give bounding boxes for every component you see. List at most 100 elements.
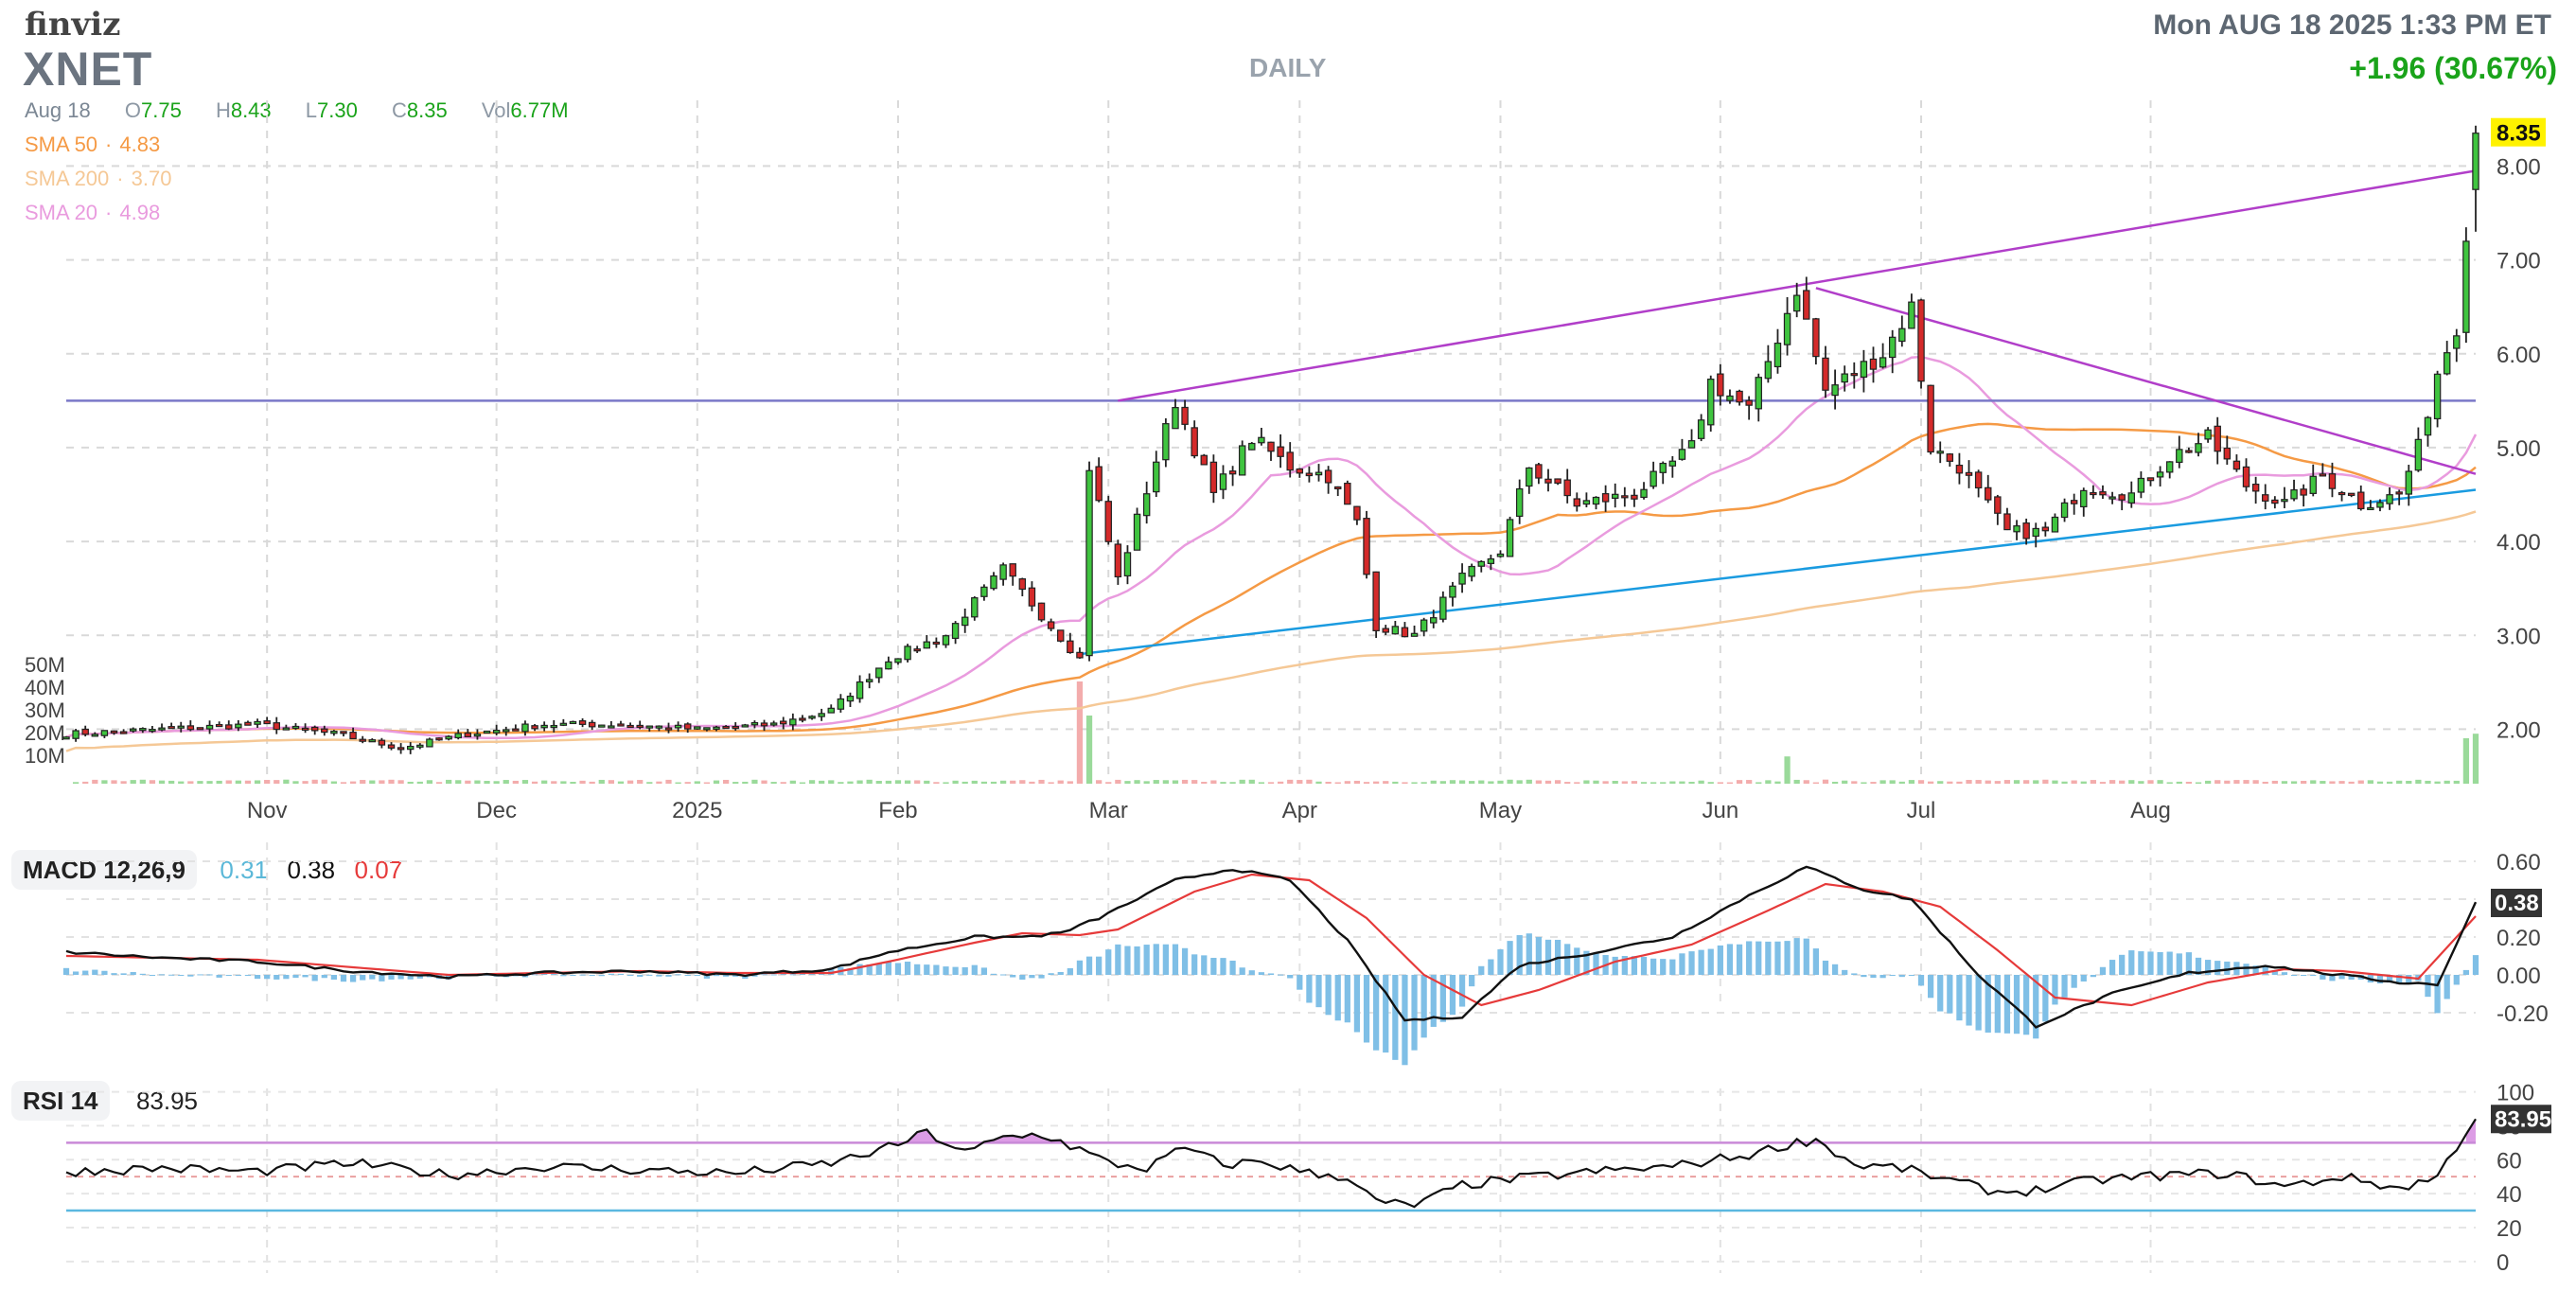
macd-axis-label: 0.20 [2497, 926, 2541, 951]
candle-body [2300, 488, 2307, 496]
volume-bar [1526, 779, 1532, 784]
macd-histogram-bar [1612, 956, 1618, 975]
candle-body [636, 724, 644, 729]
legend-sma50-value: 4.83 [119, 133, 161, 156]
candle-body [512, 728, 520, 732]
volume-bar [426, 780, 433, 784]
volume-bar [2042, 779, 2049, 784]
macd-histogram-bar [1507, 941, 1513, 975]
volume-bar [1583, 780, 1590, 784]
open-label: O [124, 98, 141, 122]
macd-histogram-bar [2224, 961, 2231, 975]
candle-body [2262, 494, 2269, 502]
macd-histogram-bar [197, 974, 203, 976]
candle-body [62, 736, 70, 740]
volume-bar [999, 780, 1007, 784]
volume-bar [330, 781, 338, 784]
candle-body [397, 747, 405, 751]
volume-bar [2310, 780, 2317, 784]
macd-histogram-bar [379, 975, 385, 982]
sma200-line [65, 510, 2477, 752]
legend-sma50[interactable]: SMA 50 · 4.83 [25, 133, 161, 156]
month-label: Mar [1089, 798, 1128, 823]
legend-sma200[interactable]: SMA 200 · 3.70 [25, 167, 172, 190]
legend-sma200-value: 3.70 [131, 167, 172, 190]
candle-body [1324, 469, 1332, 484]
candle-body [521, 723, 529, 733]
macd-histogram-bar [1201, 955, 1208, 975]
macd-histogram-bar [866, 964, 873, 975]
price-axis-label: 4.00 [2497, 530, 2541, 556]
macd-histogram-bar [1258, 972, 1265, 975]
candle-body [1153, 461, 1160, 493]
finviz-logo[interactable]: finviz [25, 6, 121, 44]
macd-histogram-bar [924, 964, 930, 975]
candle-body [1238, 445, 1246, 476]
macd-histogram-bar [1889, 975, 1896, 976]
volume-bar [971, 780, 978, 784]
macd-histogram-bar [1583, 950, 1590, 975]
candle-body [1544, 478, 1552, 484]
volume-bar [111, 780, 117, 784]
candle-body [1277, 446, 1284, 457]
macd-histogram-bar [1010, 975, 1016, 978]
volume-bar [521, 780, 529, 784]
volume-bar [570, 782, 576, 784]
macd-histogram-bar [1621, 956, 1628, 975]
macd-histogram-bar [1096, 956, 1103, 975]
volume-bar [617, 781, 625, 784]
candle-body [426, 738, 433, 748]
volume-bar [1430, 780, 1437, 784]
volume-bar [1621, 781, 1628, 784]
legend-sma20[interactable]: SMA 20 · 4.98 [25, 201, 161, 224]
macd-histogram-bar [2204, 960, 2212, 975]
macd-histogram-bar [2396, 975, 2403, 984]
candle-body [1526, 467, 1533, 487]
macd-histogram-bar [254, 975, 261, 980]
macd-histogram-bar [1803, 938, 1809, 975]
volume-bar [885, 780, 891, 784]
candle-body [2156, 471, 2164, 478]
macd-histogram-bar [1793, 938, 1800, 975]
candle-body [578, 720, 587, 725]
candle-body [1468, 565, 1475, 577]
volume-bar [446, 779, 452, 784]
macd-histogram-bar [302, 975, 309, 978]
volume-bar [2396, 780, 2403, 784]
macd-histogram-bar [1822, 960, 1829, 975]
candle-body [1554, 478, 1561, 485]
candle-body [1621, 495, 1629, 499]
volume-bar [2434, 781, 2441, 784]
macd-histogram-bar [2119, 954, 2126, 975]
candle-body [1936, 451, 1944, 454]
volume-bar [82, 781, 89, 784]
macd-histogram-bar [2080, 975, 2087, 982]
candle-body [961, 616, 969, 627]
volume-bar [2472, 734, 2479, 784]
macd-histogram-bar [1458, 975, 1466, 1007]
candle-body [626, 724, 634, 729]
volume-bar [2290, 781, 2298, 784]
volume-axis-label: 30M [25, 699, 65, 722]
macd-histogram-bar [1449, 975, 1456, 1016]
volume-bar [1507, 779, 1513, 784]
volume-bar [1679, 781, 1685, 784]
candle-body [760, 722, 768, 727]
candle-body [359, 738, 366, 742]
macd-histogram-bar [694, 975, 700, 976]
volume-bar [980, 781, 988, 784]
volume-bar [2415, 779, 2422, 784]
macd-histogram-bar [2214, 961, 2221, 975]
candle-body [2232, 460, 2241, 470]
candle-body [2223, 447, 2232, 460]
volume-bar [1392, 781, 1399, 784]
candle-body [254, 720, 261, 725]
volume-bar [856, 780, 863, 784]
candle-body [1792, 294, 1801, 312]
macd-histogram-bar [1420, 975, 1427, 1038]
volume-bar [1756, 782, 1762, 784]
macd-histogram-bar [952, 966, 959, 975]
candle-body [2271, 499, 2279, 504]
candle-body [703, 727, 711, 731]
